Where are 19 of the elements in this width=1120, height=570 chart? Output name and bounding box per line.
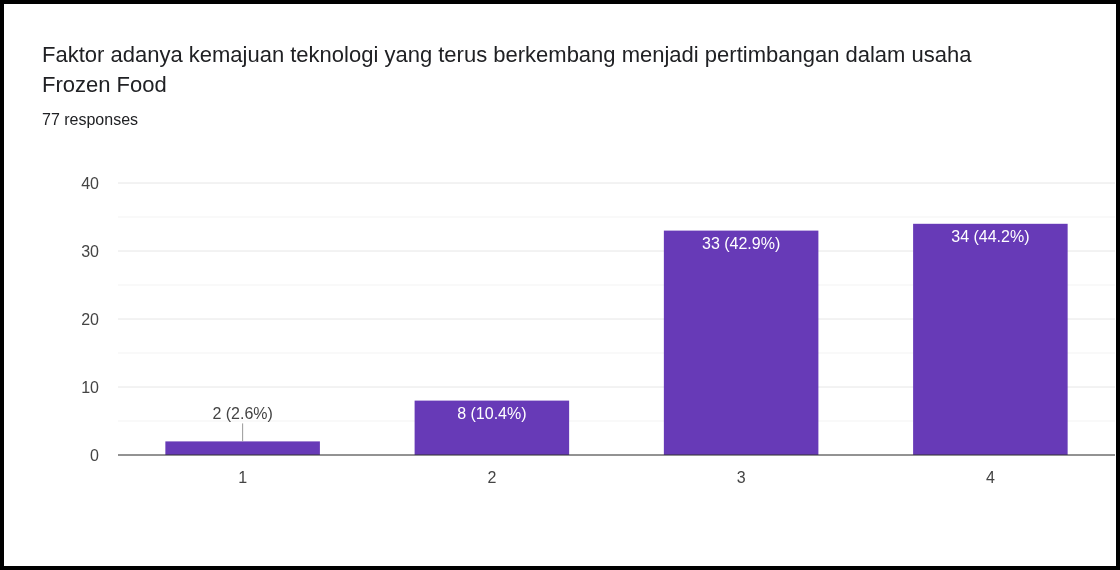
chart-subtitle: 77 responses (42, 111, 139, 128)
bar (913, 223, 1068, 455)
y-tick-label: 0 (90, 447, 100, 464)
x-tick-label: 2 (487, 469, 497, 486)
y-tick-label: 40 (81, 175, 100, 192)
x-tick-label: 3 (736, 469, 746, 486)
data-label: 33 (42.9%) (701, 234, 781, 252)
data-label: 2 (2.6%) (212, 405, 273, 423)
x-tick-label: 4 (985, 469, 995, 486)
y-tick-label: 30 (81, 243, 100, 260)
y-tick-label: 20 (81, 311, 100, 328)
y-tick-label: 10 (81, 379, 100, 396)
bar (663, 230, 819, 455)
data-label: 8 (10.4%) (457, 404, 527, 422)
bar (414, 400, 570, 455)
chart-title: Faktor adanya kemajuan teknologi yang terus berkembang menjadi pertimbangan dalam usaha Frozen Food (42, 42, 973, 97)
bar (165, 441, 320, 455)
x-tick-label: 1 (238, 469, 248, 486)
data-label: 34 (44.2%) (951, 227, 1030, 245)
